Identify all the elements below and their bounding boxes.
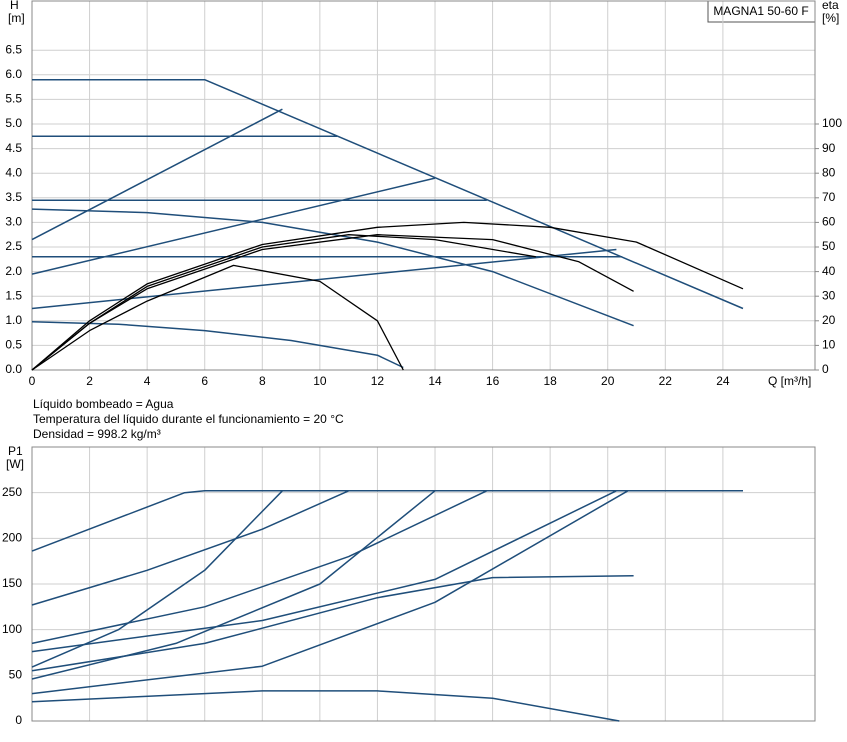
y-tick-label: 150 bbox=[2, 576, 22, 590]
curve bbox=[31, 690, 620, 722]
y-axis-label: [m] bbox=[8, 11, 25, 25]
curve bbox=[31, 575, 634, 672]
x-axis-label: Q [m³/h] bbox=[768, 374, 811, 388]
y2-tick-label: 0 bbox=[822, 362, 829, 376]
curve bbox=[31, 177, 436, 275]
y-axis-label: [W] bbox=[6, 457, 24, 471]
curve bbox=[31, 490, 629, 695]
y-axis-label: H bbox=[10, 0, 19, 12]
y-tick-label: 200 bbox=[2, 531, 22, 545]
y-tick-label: 6.0 bbox=[5, 67, 22, 81]
y2-tick-label: 50 bbox=[822, 239, 836, 253]
curve bbox=[31, 490, 488, 645]
y-tick-label: 100 bbox=[2, 622, 22, 636]
curve bbox=[31, 248, 617, 310]
y2-tick-label: 40 bbox=[822, 264, 836, 278]
y2-tick-label: 100 bbox=[822, 116, 842, 130]
x-tick-label: 14 bbox=[428, 374, 442, 388]
curve bbox=[32, 78, 744, 310]
note: Densidad = 998.2 kg/m³ bbox=[33, 427, 161, 441]
y-tick-label: 5.0 bbox=[5, 116, 22, 130]
y-tick-label: 5.5 bbox=[5, 92, 22, 106]
curve bbox=[31, 490, 743, 552]
curve bbox=[31, 264, 404, 371]
x-tick-label: 12 bbox=[371, 374, 385, 388]
chart-title: MAGNA1 50-60 F bbox=[713, 4, 808, 18]
y-tick-label: 250 bbox=[2, 485, 22, 499]
y-tick-label: 0 bbox=[15, 713, 22, 727]
x-tick-label: 4 bbox=[144, 374, 151, 388]
y2-tick-label: 20 bbox=[822, 313, 836, 327]
curve bbox=[31, 208, 634, 327]
y2-tick-label: 60 bbox=[822, 215, 836, 229]
y2-tick-label: 30 bbox=[822, 288, 836, 302]
x-tick-label: 2 bbox=[86, 374, 93, 388]
y-tick-label: 2.0 bbox=[5, 264, 22, 278]
x-tick-label: 0 bbox=[29, 374, 36, 388]
y-tick-label: 0.5 bbox=[5, 338, 22, 352]
x-tick-label: 18 bbox=[543, 374, 557, 388]
y2-tick-label: 80 bbox=[822, 165, 836, 179]
note: Líquido bombeado = Agua bbox=[33, 397, 174, 411]
x-tick-label: 10 bbox=[313, 374, 327, 388]
x-tick-label: 16 bbox=[486, 374, 500, 388]
curve bbox=[31, 108, 283, 241]
plot-frame bbox=[31, 446, 816, 722]
y2-tick-label: 10 bbox=[822, 338, 836, 352]
y-tick-label: 4.0 bbox=[5, 165, 22, 179]
y-tick-label: 0.0 bbox=[5, 362, 22, 376]
x-tick-label: 8 bbox=[259, 374, 266, 388]
y2-axis-label: [%] bbox=[822, 11, 839, 25]
curve bbox=[31, 234, 536, 371]
y2-tick-label: 90 bbox=[822, 141, 836, 155]
y-axis-label: P1 bbox=[8, 444, 23, 458]
curve bbox=[31, 490, 350, 606]
x-tick-label: 6 bbox=[201, 374, 208, 388]
plot-frame bbox=[31, 0, 816, 371]
x-tick-label: 22 bbox=[659, 374, 673, 388]
x-tick-label: 20 bbox=[601, 374, 615, 388]
y-tick-label: 4.5 bbox=[5, 141, 22, 155]
y-tick-label: 3.5 bbox=[5, 190, 22, 204]
curve bbox=[31, 490, 436, 680]
y-tick-label: 1.0 bbox=[5, 313, 22, 327]
y-tick-label: 50 bbox=[9, 668, 23, 682]
y-tick-label: 1.5 bbox=[5, 288, 22, 302]
note: Temperatura del líquido durante el funci… bbox=[33, 412, 344, 426]
x-tick-label: 24 bbox=[716, 374, 730, 388]
curve bbox=[31, 221, 744, 371]
curve bbox=[31, 490, 283, 668]
y-tick-label: 2.5 bbox=[5, 239, 22, 253]
curve bbox=[31, 490, 617, 653]
curve bbox=[31, 321, 404, 369]
y2-axis-label: eta bbox=[822, 0, 839, 12]
y-tick-label: 6.5 bbox=[5, 42, 22, 56]
y-tick-label: 3.0 bbox=[5, 215, 22, 229]
y2-tick-label: 70 bbox=[822, 190, 836, 204]
